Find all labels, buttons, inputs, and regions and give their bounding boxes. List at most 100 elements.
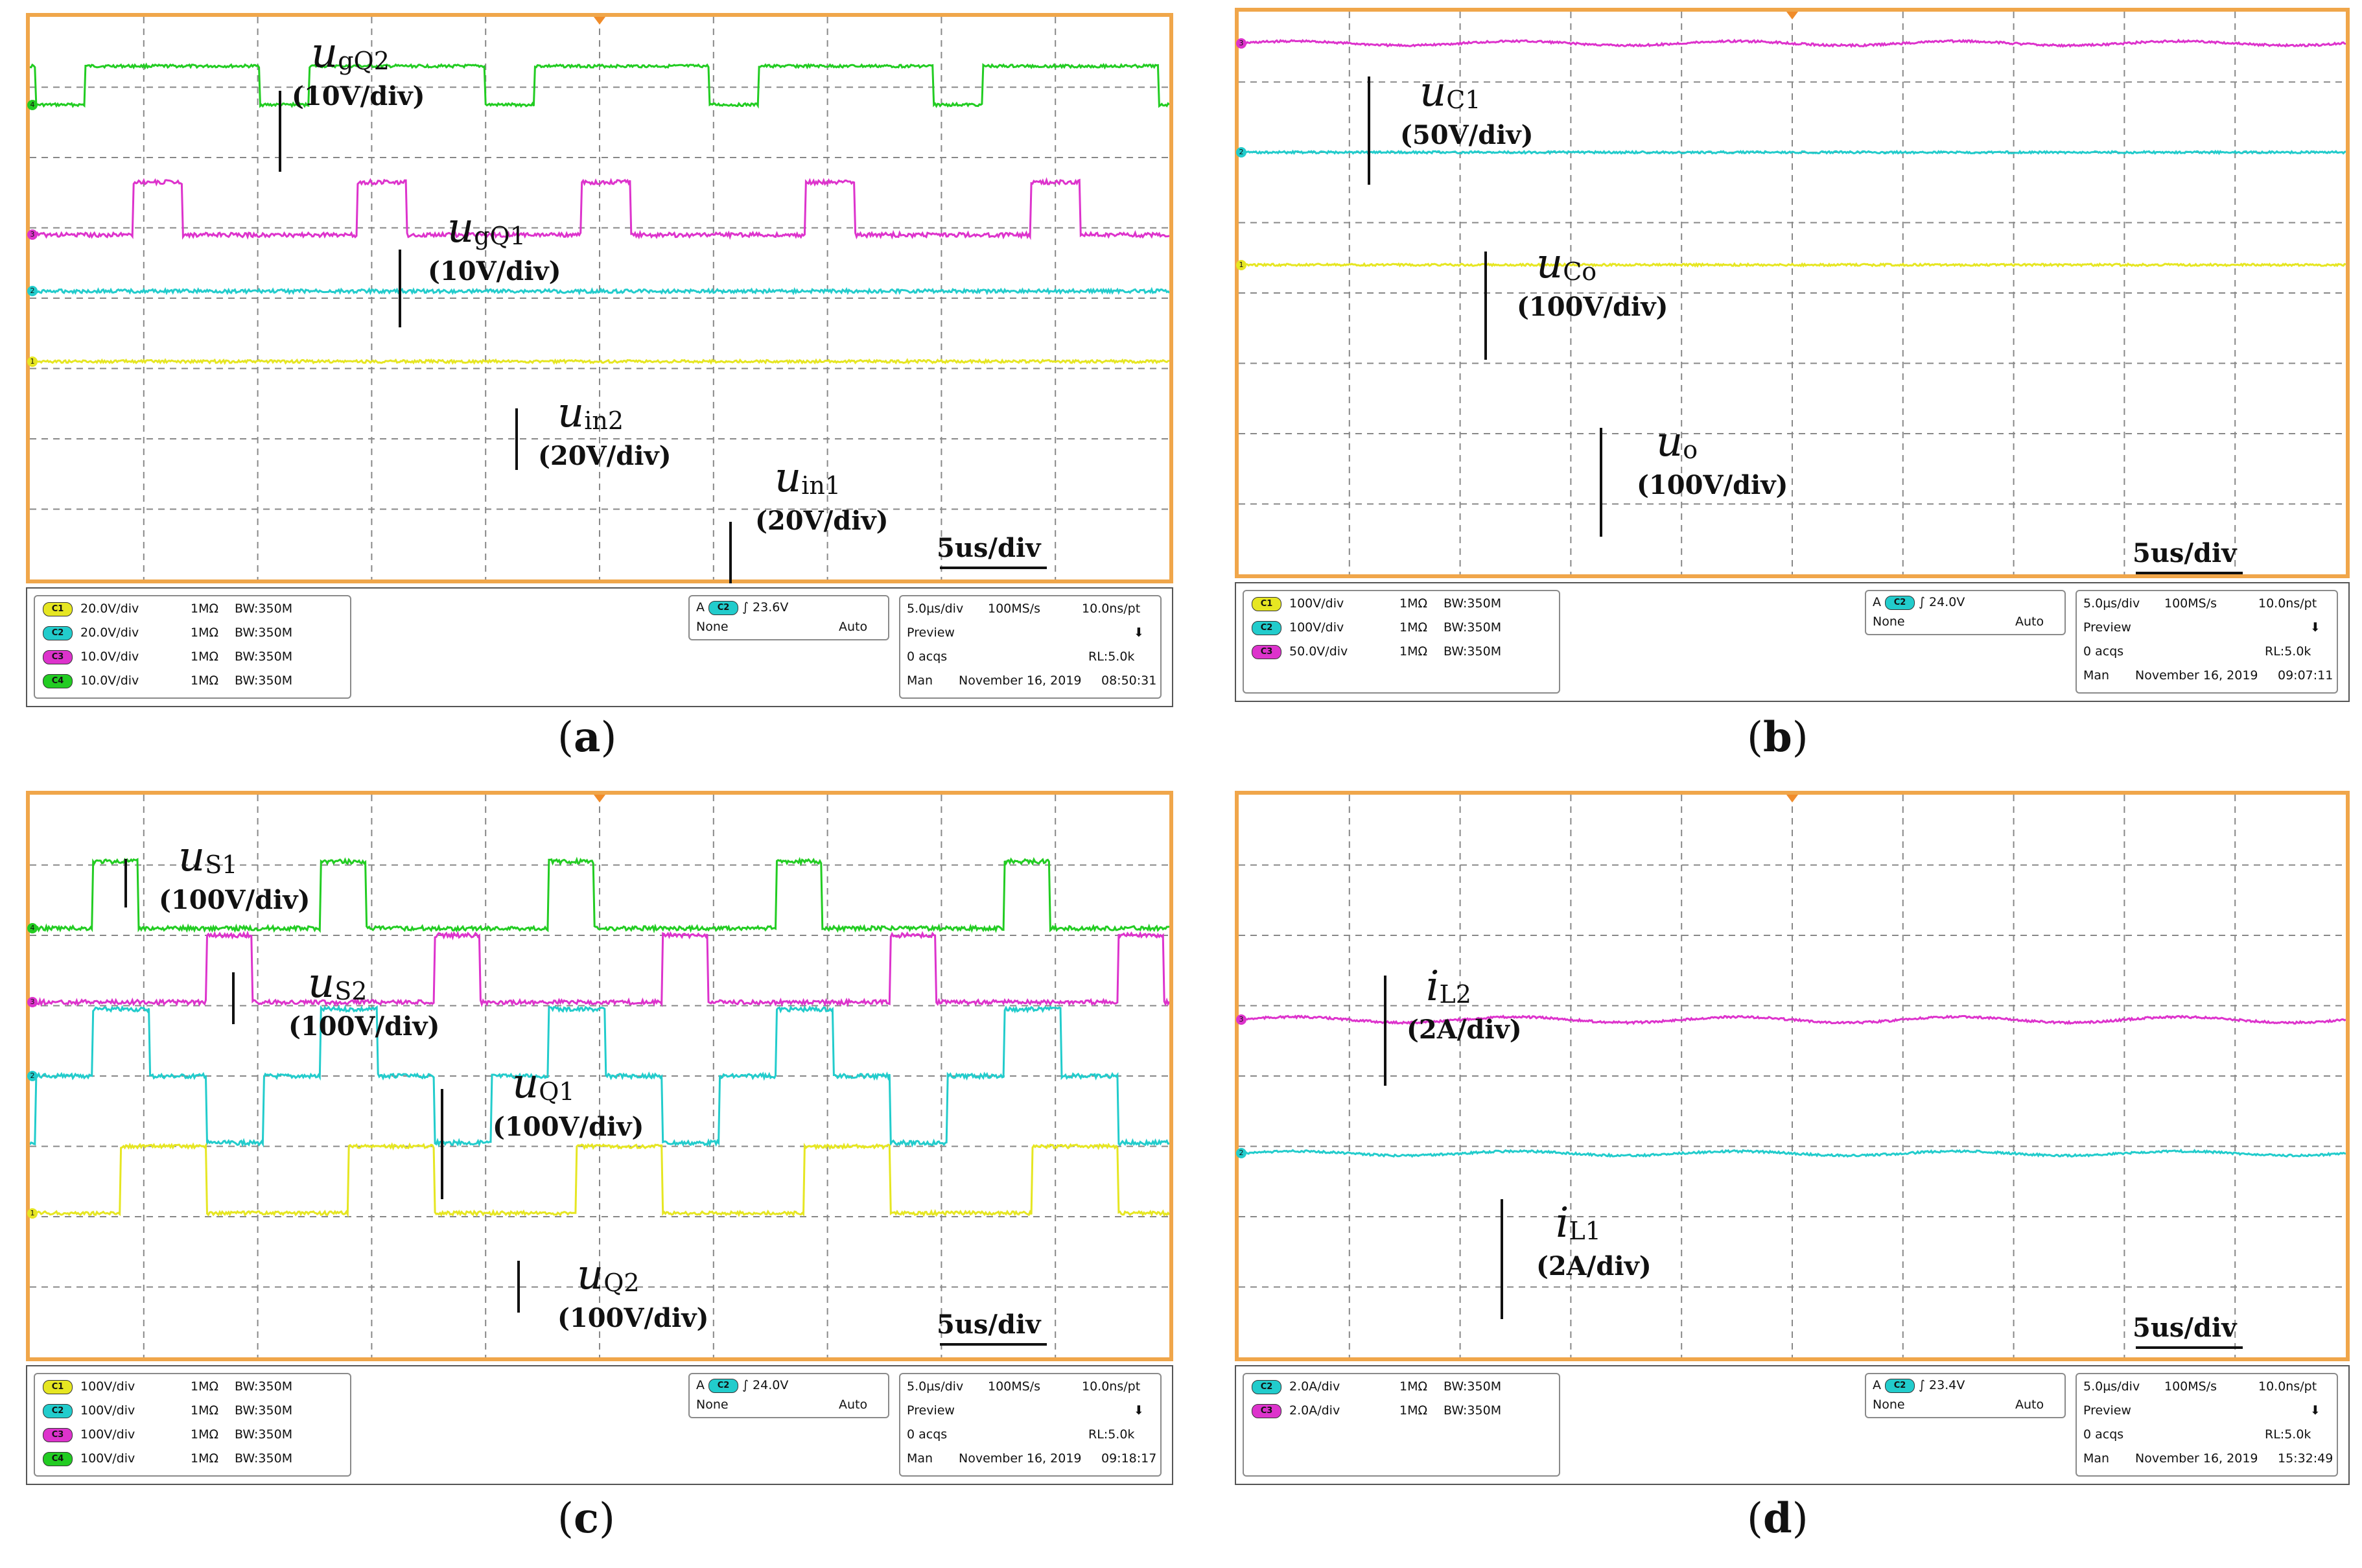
trigger-coupling: None <box>696 620 729 634</box>
channel-vdiv: 100V/div <box>80 1403 135 1418</box>
channel-marker-3: 3 <box>1236 1014 1246 1025</box>
channel-bandwidth: BW:350M <box>235 1451 293 1466</box>
scale-arrow-uS2 <box>232 972 235 1024</box>
scale-arrow-uC1 <box>1368 76 1370 185</box>
trigger-label: A <box>1873 1378 1886 1392</box>
channel-row-C2: C2 100V/div 1MΩ BW:350M <box>1252 620 1501 642</box>
label-uin2: uin2 <box>557 389 624 437</box>
channel-row-C2: C2 20.0V/div 1MΩ BW:350M <box>43 626 292 648</box>
channel-impedance: 1MΩ <box>1399 644 1428 659</box>
channel-tag: C1 <box>43 602 73 616</box>
channel-marker-1: 1 <box>27 1208 38 1219</box>
trigger-source: A C2 ∫ 23.6V <box>696 600 788 615</box>
channel-bandwidth: BW:350M <box>1444 620 1502 635</box>
channel-impedance: 1MΩ <box>1399 1379 1428 1394</box>
channel-bandwidth: BW:350M <box>1444 1379 1502 1394</box>
channel-row-C1: C1 100V/div 1MΩ BW:350M <box>1252 596 1501 618</box>
record-length: RL:5.0k <box>1088 649 1135 664</box>
scale-arrow-uQ2 <box>517 1261 520 1313</box>
waveform-plot <box>1239 12 2346 574</box>
channel-impedance: 1MΩ <box>191 649 219 664</box>
channel-row-C4: C4 100V/div 1MΩ BW:350M <box>43 1451 292 1473</box>
scope-panel-d: 3 2 C2 2.0A/div 1MΩ BW:350M C3 2.0A/div 1MΩ BW:35… <box>1235 791 2350 1491</box>
acq-count: 0 acqs <box>907 1427 948 1442</box>
mode-man: Man <box>2083 1451 2110 1466</box>
scale-ugQ1: (10V/div) <box>428 256 561 287</box>
trigger-coupling: None <box>1873 614 1905 629</box>
trigger-channel: C2 <box>1885 1378 1915 1393</box>
scope-screen: 4 3 2 1 <box>26 791 1173 1361</box>
trace-iL1 <box>1239 1149 2346 1158</box>
caption-letter: c <box>573 1494 599 1543</box>
caption-a: (a) <box>557 713 617 762</box>
channel-tag: C1 <box>1252 596 1281 611</box>
channel-row-C3: C3 2.0A/div 1MΩ BW:350M <box>1252 1403 1501 1425</box>
scale-arrow-iL1 <box>1501 1199 1503 1319</box>
channel-impedance: 1MΩ <box>1399 620 1428 635</box>
record-length: RL:5.0k <box>2265 1427 2311 1442</box>
acq-arrow-icon: ⬇ <box>2310 620 2321 635</box>
label-uQ1: uQ1 <box>512 1060 575 1108</box>
timebase-resolution: 10.0ns/pt <box>1082 602 1141 616</box>
channel-impedance: 1MΩ <box>191 1379 219 1394</box>
channel-impedance: 1MΩ <box>191 1427 219 1442</box>
acq-time: 15:32:49 <box>2278 1451 2333 1466</box>
channel-settings-box: C1 20.0V/div 1MΩ BW:350M C2 20.0V/div 1MΩ BW:35… <box>34 595 351 699</box>
time-scale-arrow <box>940 1343 1047 1346</box>
scope-info-bar: C1 100V/div 1MΩ BW:350M C2 100V/div 1MΩ BW:350M… <box>26 1365 1173 1485</box>
acq-time: 09:18:17 <box>1101 1451 1157 1466</box>
channel-marker-4: 4 <box>27 99 38 110</box>
trigger-mode: Auto <box>839 620 868 634</box>
trigger-position-marker <box>1786 12 1798 19</box>
trace-uC1 <box>1239 38 2346 49</box>
trigger-source: A C2 ∫ 24.0V <box>1873 595 1965 610</box>
scope-panel-b: 3 2 1 C1 100V/div 1MΩ BW:350M C2 100V/div 1MΩ BW:3… <box>1235 8 2350 708</box>
timebase-tdiv: 5.0µs/div <box>2083 596 2140 611</box>
trigger-level: ∫ 24.0V <box>1915 595 1965 609</box>
channel-settings-box: C2 2.0A/div 1MΩ BW:350M C3 2.0A/div 1MΩ BW:350M <box>1243 1373 1560 1477</box>
channel-vdiv: 10.0V/div <box>80 649 139 664</box>
scale-uin2: (20V/div) <box>538 441 672 471</box>
channel-tag: C4 <box>43 673 73 688</box>
channel-vdiv: 20.0V/div <box>80 626 139 640</box>
trigger-label: A <box>696 600 709 614</box>
scope-panel-c: 4 3 2 1 C1 100V/div 1MΩ BW:350M C2 100V/div 1MΩ BW:… <box>26 791 1173 1491</box>
acq-date: November 16, 2019 <box>2135 1451 2258 1466</box>
scale-arrow-uS1 <box>124 859 127 907</box>
caption-letter: b <box>1762 713 1792 762</box>
acq-date: November 16, 2019 <box>959 1451 1082 1466</box>
time-scale-label: 5us/div <box>2133 1313 2237 1343</box>
channel-marker-4: 4 <box>27 923 38 934</box>
scope-info-bar: C1 20.0V/div 1MΩ BW:350M C2 20.0V/div 1MΩ BW:35… <box>26 587 1173 707</box>
acq-arrow-icon: ⬇ <box>1134 626 1144 640</box>
acq-state: Preview <box>2083 1403 2131 1418</box>
channel-vdiv: 100V/div <box>1289 620 1344 635</box>
scale-arrow-ugQ2 <box>279 91 281 172</box>
trace-uCo <box>1239 149 2346 156</box>
acq-time: 09:07:11 <box>2278 668 2333 683</box>
caption-letter: a <box>573 713 601 762</box>
label-uS1-subscript: S1 <box>205 850 238 879</box>
trace-ugQ2 <box>30 62 1169 109</box>
waveform-plot <box>30 795 1169 1357</box>
channel-marker-2: 2 <box>1236 1148 1246 1159</box>
channel-row-C3: C3 100V/div 1MΩ BW:350M <box>43 1427 292 1449</box>
label-uCo: uCo <box>1536 240 1597 288</box>
scale-uo: (100V/div) <box>1637 470 1788 500</box>
channel-tag: C3 <box>1252 1403 1281 1418</box>
time-scale-label: 5us/div <box>2133 538 2237 568</box>
time-scale-arrow <box>940 567 1047 569</box>
label-uo-subscript: o <box>1683 436 1698 464</box>
scale-iL1: (2A/div) <box>1536 1251 1652 1281</box>
trigger-channel: C2 <box>1885 595 1915 610</box>
channel-row-C1: C1 100V/div 1MΩ BW:350M <box>43 1379 292 1401</box>
scale-uin1: (20V/div) <box>755 506 889 536</box>
timebase-rate: 100MS/s <box>2164 596 2217 611</box>
trigger-box: A C2 ∫ 24.0V None Auto <box>1865 590 2066 635</box>
scale-uC1: (50V/div) <box>1400 120 1534 150</box>
channel-bandwidth: BW:350M <box>235 1427 293 1442</box>
acq-time: 08:50:31 <box>1101 673 1157 688</box>
scale-arrow-uin1 <box>729 522 732 583</box>
trigger-position-marker <box>1786 795 1798 802</box>
